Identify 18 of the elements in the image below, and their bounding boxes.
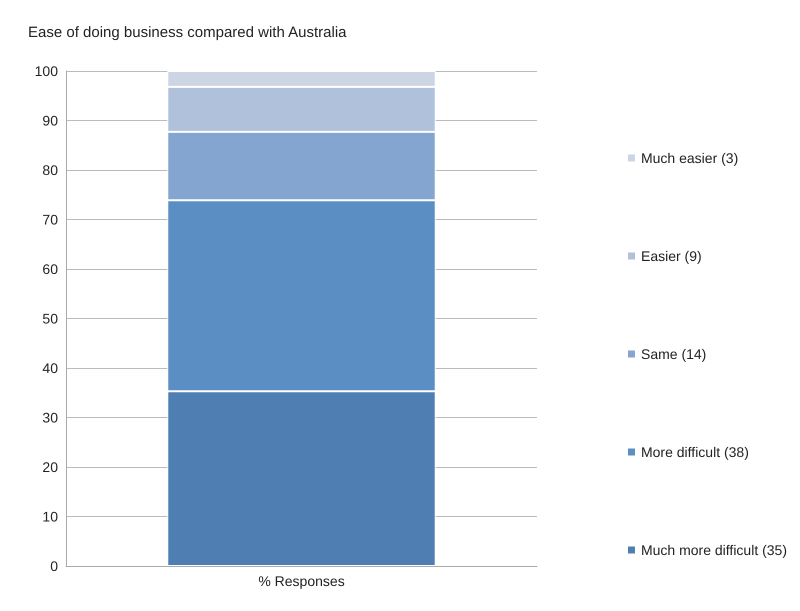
y-tick-label: 60 [42, 261, 58, 277]
y-tick-label: 10 [42, 508, 58, 524]
y-tick-label: 40 [42, 360, 58, 376]
x-tick-label: % Responses [258, 573, 345, 589]
y-tick-label: 100 [34, 63, 58, 79]
y-tick-label: 20 [42, 459, 58, 475]
legend-label: Easier (9) [640, 248, 702, 264]
legend-label: Much more difficult (35) [640, 542, 787, 558]
legend-label: Same (14) [640, 346, 706, 362]
chart-title: Ease of doing business compared with Australia [28, 24, 348, 41]
y-tick-label: 80 [42, 162, 58, 178]
y-tick-label: 70 [42, 212, 58, 228]
legend-label: Much easier (3) [640, 150, 738, 166]
y-tick-label: 30 [42, 410, 58, 426]
legend-label: More difficult (38) [640, 444, 749, 460]
y-tick-label: 0 [50, 558, 58, 574]
y-tick-label: 90 [42, 112, 58, 128]
y-tick-label: 50 [42, 310, 58, 326]
